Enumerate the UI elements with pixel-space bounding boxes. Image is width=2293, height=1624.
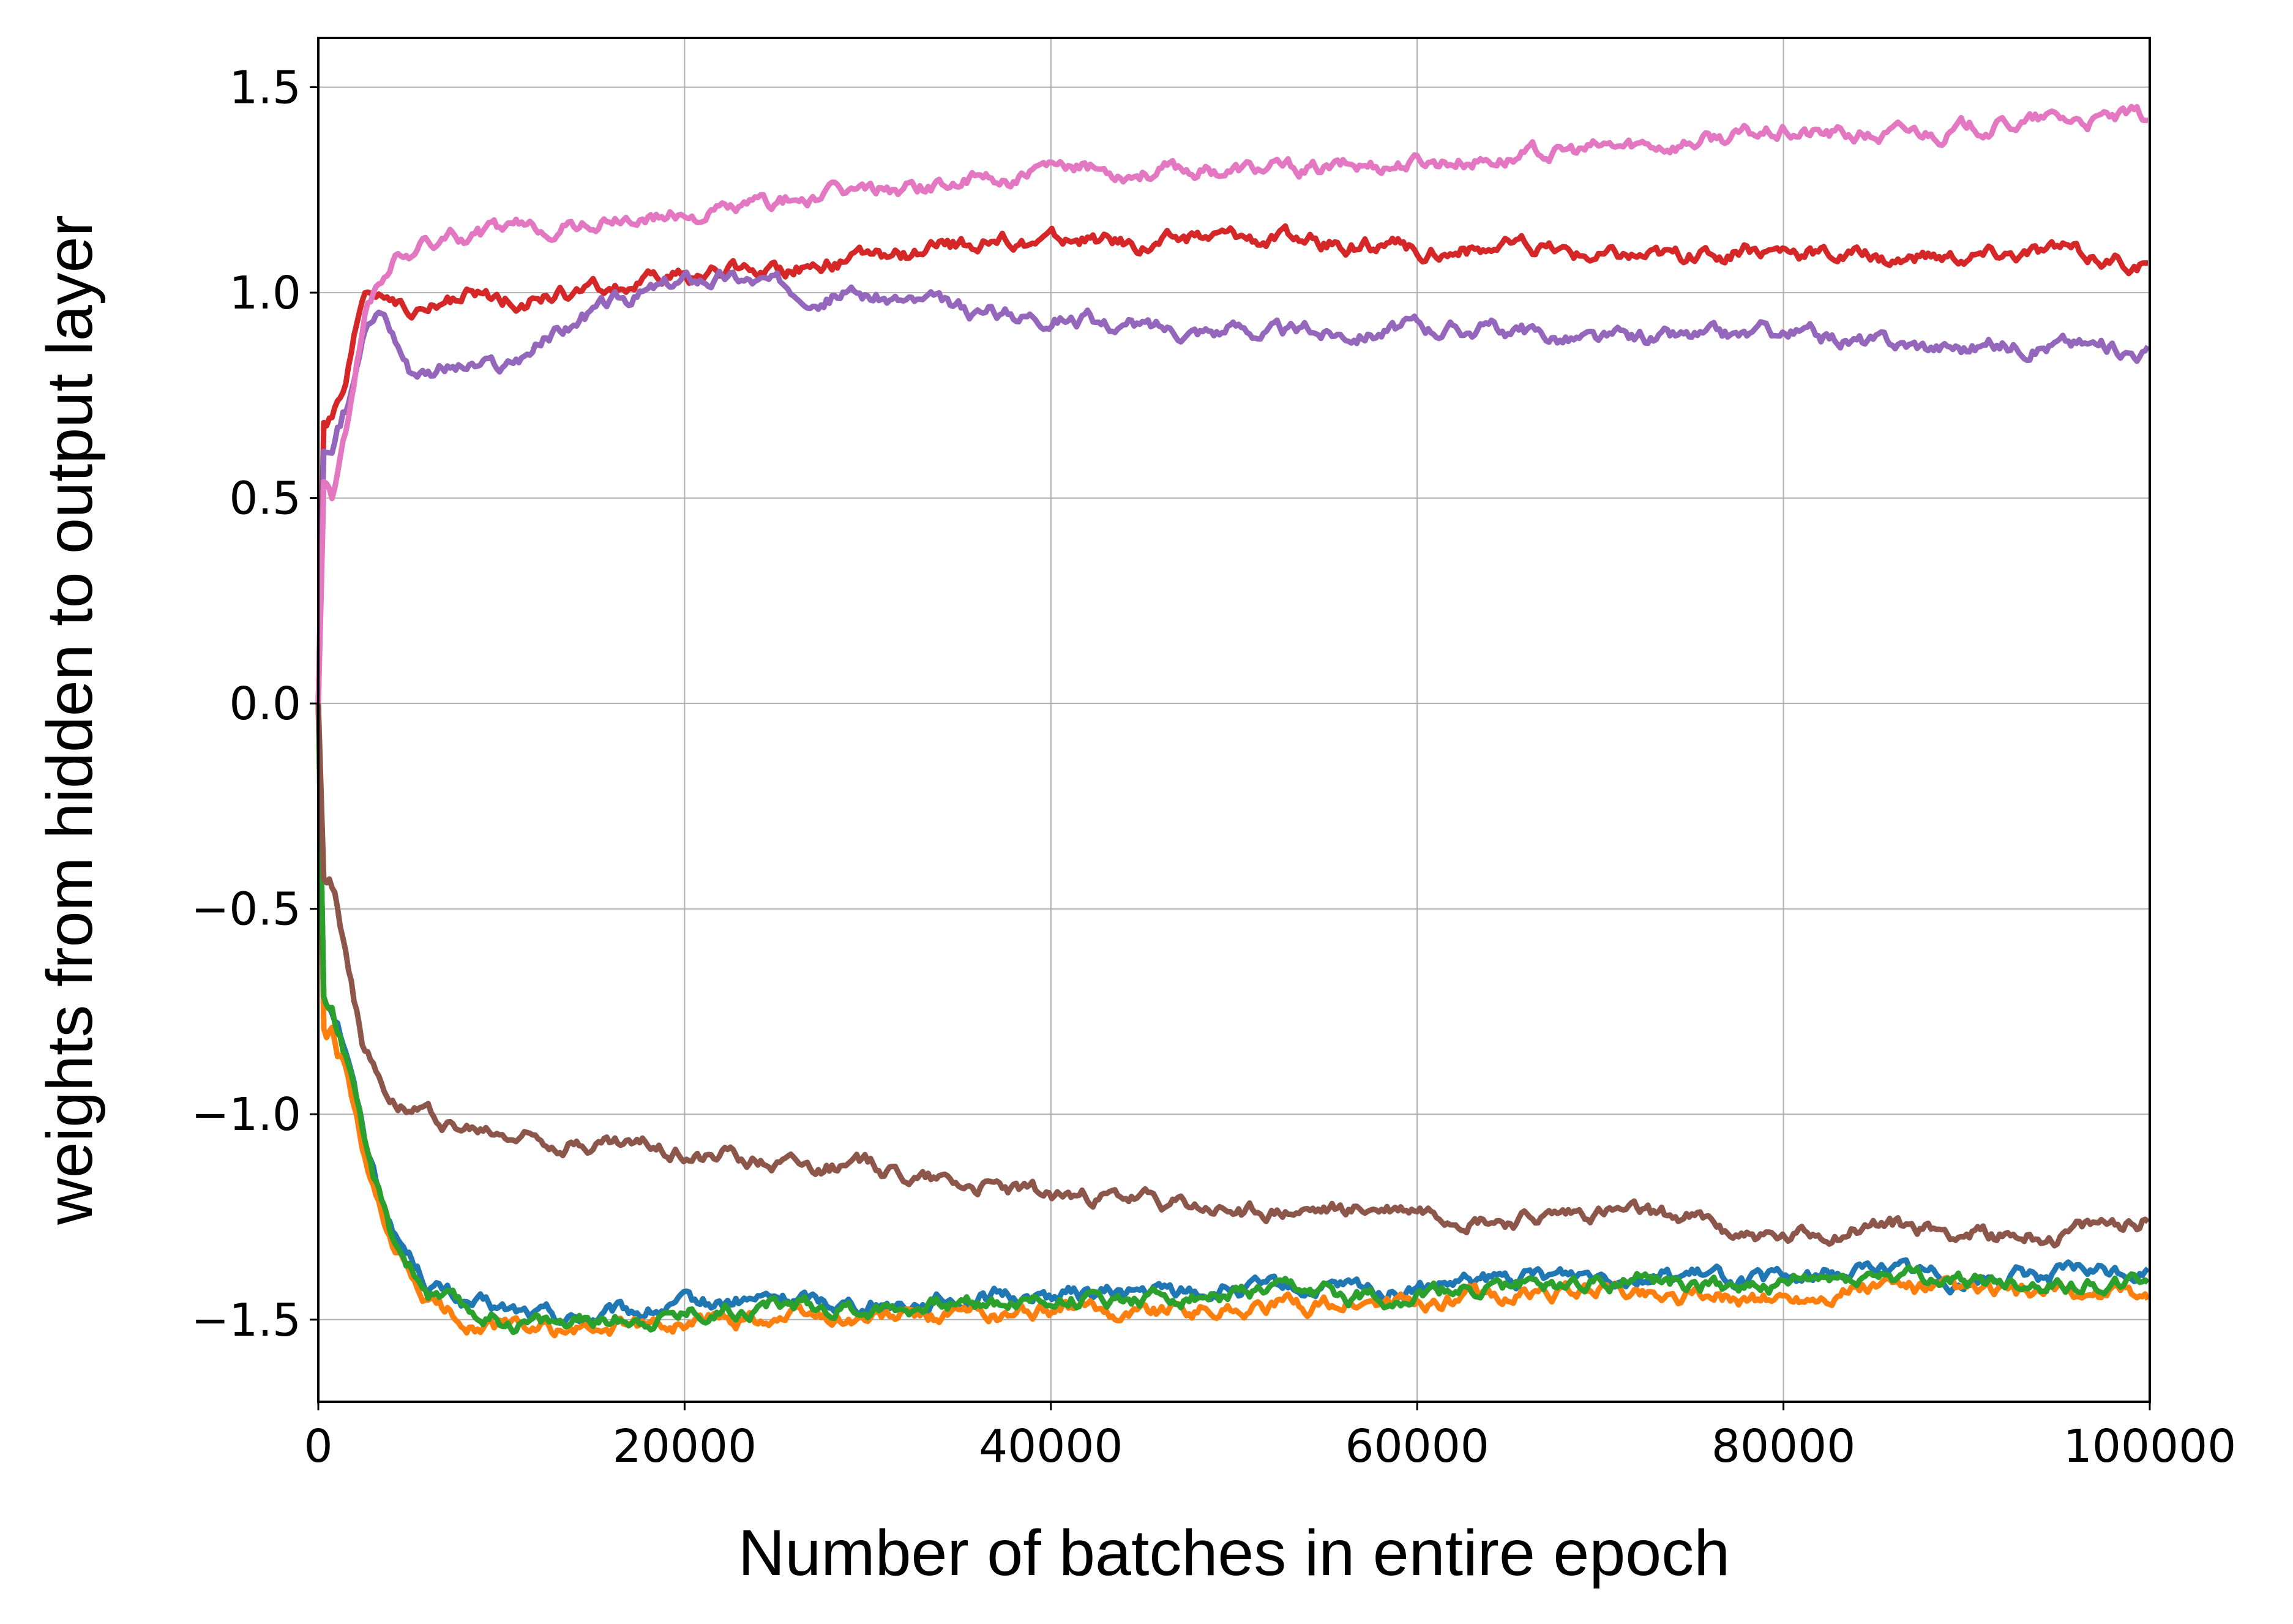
- series-line-4: [315, 223, 2149, 704]
- x-tick-label: 0: [304, 1420, 332, 1473]
- series-line-5: [315, 269, 2150, 704]
- series-layer: [315, 103, 2151, 1339]
- y-tick-label: −0.5: [191, 883, 301, 936]
- x-tick-label: 20000: [613, 1420, 757, 1473]
- y-tick-label: 1.5: [229, 62, 301, 114]
- x-axis-label: Number of batches in entire epoch: [738, 1517, 1730, 1589]
- y-tick-label: −1.5: [191, 1294, 301, 1347]
- x-tick-label: 60000: [1345, 1420, 1489, 1473]
- y-tick-label: −1.0: [191, 1088, 301, 1141]
- x-tick-label: 80000: [1711, 1420, 1855, 1473]
- series-line-7: [315, 103, 2149, 704]
- y-tick-label: 1.0: [229, 267, 301, 320]
- plot-frame: [317, 37, 2151, 1403]
- x-tick-label: 100000: [2063, 1420, 2237, 1473]
- series-line-3: [315, 703, 2150, 1336]
- x-axis: 0 20000 40000 60000 80000 100000: [304, 1402, 2236, 1473]
- series-line-6: [315, 703, 2150, 1249]
- y-axis: −1.5 −1.0 −0.5 0.0 0.5 1.0 1.5: [191, 62, 318, 1347]
- y-tick-label: 0.5: [229, 473, 301, 525]
- x-tick-label: 40000: [979, 1420, 1123, 1473]
- y-axis-label: weights from hidden to output layer: [34, 215, 106, 1225]
- y-tick-label: 0.0: [229, 678, 301, 730]
